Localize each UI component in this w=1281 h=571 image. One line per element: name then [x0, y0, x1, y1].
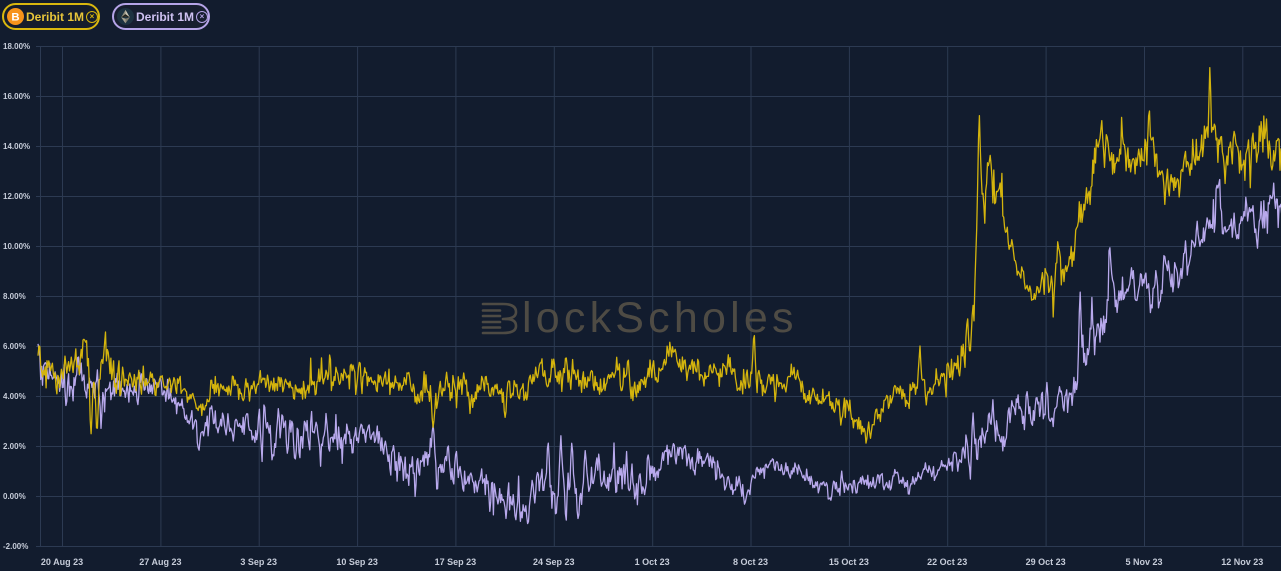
svg-text:3 Sep 23: 3 Sep 23 [240, 557, 277, 567]
svg-text:12 Nov 23: 12 Nov 23 [1221, 557, 1263, 567]
svg-text:B: B [11, 11, 19, 23]
svg-text:5 Nov 23: 5 Nov 23 [1125, 557, 1162, 567]
svg-text:2.00%: 2.00% [3, 442, 26, 451]
svg-text:0.00%: 0.00% [3, 492, 26, 501]
svg-text:8.00%: 8.00% [3, 292, 26, 301]
svg-text:-2.00%: -2.00% [3, 542, 28, 551]
svg-text:15 Oct 23: 15 Oct 23 [829, 557, 869, 567]
svg-text:6.00%: 6.00% [3, 342, 26, 351]
svg-text:lockScholes: lockScholes [522, 294, 798, 342]
svg-text:10 Sep 23: 10 Sep 23 [336, 557, 378, 567]
svg-text:4.00%: 4.00% [3, 392, 26, 401]
svg-text:1 Oct 23: 1 Oct 23 [635, 557, 670, 567]
svg-text:10.00%: 10.00% [3, 242, 30, 251]
svg-text:18.00%: 18.00% [3, 42, 30, 51]
svg-text:14.00%: 14.00% [3, 142, 30, 151]
svg-text:8 Oct 23: 8 Oct 23 [733, 557, 768, 567]
svg-text:20 Aug 23: 20 Aug 23 [41, 557, 83, 567]
svg-text:22 Oct 23: 22 Oct 23 [927, 557, 967, 567]
svg-text:29 Oct 23: 29 Oct 23 [1026, 557, 1066, 567]
svg-text:27 Aug 23: 27 Aug 23 [139, 557, 181, 567]
svg-text:24 Sep 23: 24 Sep 23 [533, 557, 575, 567]
svg-text:12.00%: 12.00% [3, 192, 30, 201]
svg-text:16.00%: 16.00% [3, 92, 30, 101]
svg-text:17 Sep 23: 17 Sep 23 [435, 557, 477, 567]
